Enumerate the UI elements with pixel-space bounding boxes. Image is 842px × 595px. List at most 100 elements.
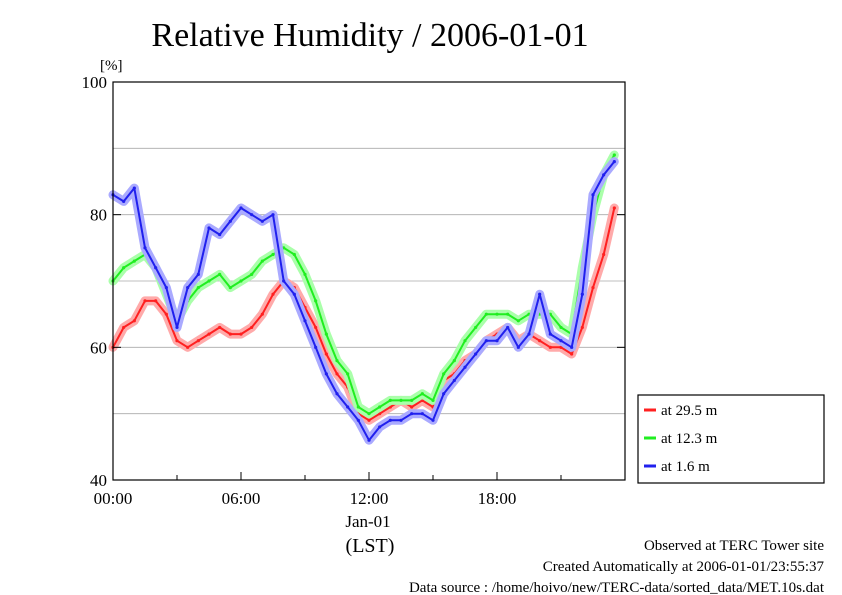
data-point (410, 412, 414, 416)
data-point (132, 319, 136, 323)
data-point (570, 352, 574, 356)
data-point (207, 332, 211, 336)
data-point (559, 325, 563, 330)
data-point (516, 345, 520, 349)
data-point (196, 339, 200, 343)
data-point (314, 325, 318, 330)
data-point (452, 359, 456, 363)
data-point (196, 272, 200, 276)
data-point (250, 325, 254, 330)
x-tick-label: 06:00 (222, 489, 261, 508)
data-point (495, 312, 499, 316)
data-point (580, 325, 584, 330)
x-tick-label: 18:00 (478, 489, 517, 508)
data-point (324, 332, 328, 336)
footer-source: Data source : /home/hoivo/new/TERC-data/… (409, 580, 825, 595)
data-point (463, 339, 467, 343)
data-point (538, 292, 542, 296)
legend-label-12-3m: at 12.3 m (661, 431, 718, 447)
data-point (292, 292, 296, 296)
footer-created: Created Automatically at 2006-01-01/23:5… (543, 559, 825, 575)
data-point (367, 438, 371, 442)
data-point (442, 392, 446, 396)
data-point (122, 266, 126, 270)
data-point (356, 405, 360, 409)
data-point (186, 345, 190, 349)
data-point (164, 312, 168, 316)
data-point (228, 219, 232, 223)
data-point (367, 412, 371, 416)
data-point (218, 272, 222, 276)
data-point (207, 226, 211, 230)
data-point (228, 286, 232, 290)
data-point (175, 339, 179, 343)
data-point (260, 312, 264, 316)
data-point (271, 213, 275, 217)
data-point (410, 398, 414, 402)
data-point (399, 418, 403, 422)
data-point (250, 213, 254, 217)
data-point (452, 378, 456, 383)
y-tick-label: 40 (90, 471, 107, 490)
data-point (132, 259, 136, 263)
data-point (143, 299, 147, 303)
chart-title: Relative Humidity / 2006-01-01 (151, 17, 588, 54)
data-point (516, 319, 520, 323)
x-axis-date-label: Jan-01 (345, 512, 390, 531)
data-point (250, 272, 254, 276)
data-point (388, 405, 392, 409)
data-point (143, 246, 147, 250)
data-point (239, 206, 243, 210)
data-point (335, 392, 339, 396)
data-point (410, 405, 414, 409)
data-point (527, 332, 531, 336)
data-point (378, 405, 382, 409)
data-point (271, 252, 275, 257)
data-point (218, 232, 222, 237)
data-point (260, 219, 264, 223)
data-point (228, 332, 232, 336)
data-point (388, 398, 392, 402)
data-point (303, 272, 307, 276)
data-point (239, 332, 243, 336)
data-point (186, 286, 190, 290)
data-point (463, 365, 467, 369)
data-point (431, 418, 435, 422)
y-axis-unit: [%] (100, 58, 123, 74)
data-point (346, 372, 350, 376)
data-point (612, 206, 616, 210)
x-tick-label: 12:00 (350, 489, 389, 508)
data-point (154, 299, 158, 303)
data-point (218, 325, 222, 330)
y-tick-label: 100 (82, 73, 108, 92)
data-point (378, 412, 382, 416)
y-tick-label: 60 (90, 338, 107, 357)
series-line (112, 160, 616, 442)
data-point (260, 259, 264, 263)
data-point (122, 325, 126, 330)
data-point (314, 345, 318, 349)
data-point (324, 372, 328, 376)
data-point (442, 372, 446, 376)
data-point (207, 279, 211, 283)
series-group (108, 150, 619, 445)
x-tick-label: 00:00 (94, 489, 133, 508)
data-point (474, 352, 478, 356)
data-point (356, 418, 360, 422)
data-point (282, 279, 286, 283)
data-point (164, 286, 168, 290)
ticks: 40 60 80 100 00:00 06:00 12:00 18:00 (82, 73, 625, 508)
data-point (367, 418, 371, 422)
data-point (538, 339, 542, 343)
legend-label-1-6m: at 1.6 m (661, 459, 710, 475)
data-point (292, 252, 296, 257)
data-point (420, 392, 424, 396)
data-point (431, 398, 435, 402)
data-point (175, 325, 179, 330)
legend: at 29.5 m at 12.3 m at 1.6 m (637, 394, 825, 484)
data-point (570, 345, 574, 349)
footer-observed: Observed at TERC Tower site (644, 538, 824, 554)
data-point (495, 339, 499, 343)
series-band (108, 157, 619, 445)
